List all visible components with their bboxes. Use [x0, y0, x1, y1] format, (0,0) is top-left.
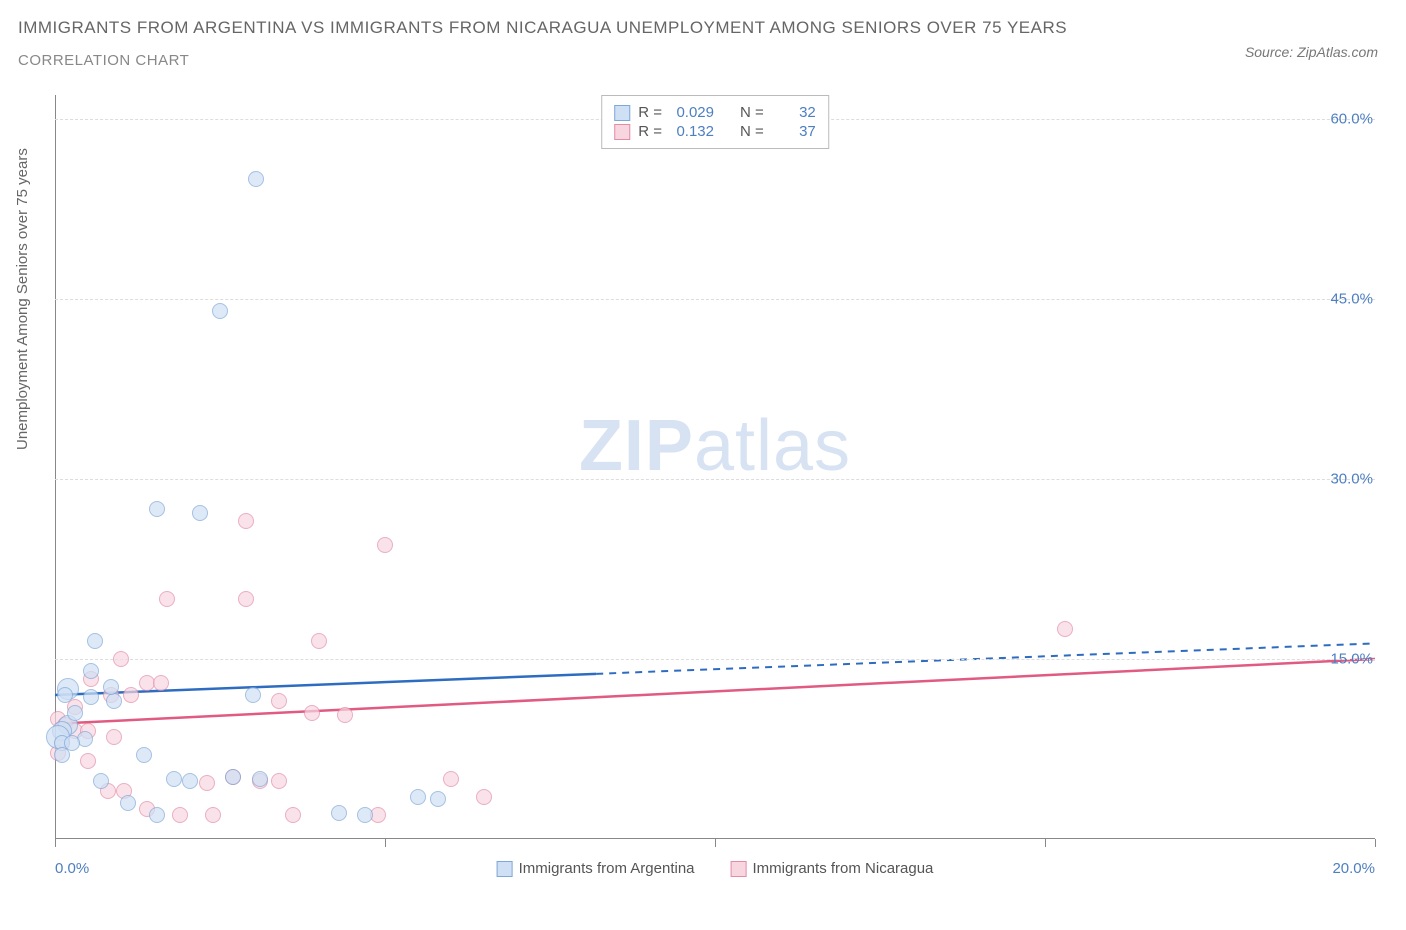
- source-label: Source: ZipAtlas.com: [1245, 44, 1378, 60]
- scatter-point-argentina: [106, 693, 122, 709]
- scatter-point-nicaragua: [153, 675, 169, 691]
- x-tick: [55, 839, 56, 847]
- chart-area: ZIPatlas 15.0%30.0%45.0%60.0%0.0%20.0% R…: [55, 95, 1375, 875]
- scatter-point-nicaragua: [172, 807, 188, 823]
- scatter-point-argentina: [93, 773, 109, 789]
- y-axis-label: Unemployment Among Seniors over 75 years: [14, 148, 31, 450]
- gridline: [55, 299, 1375, 300]
- x-tick: [1375, 839, 1376, 847]
- scatter-point-argentina: [357, 807, 373, 823]
- r-label: R =: [638, 104, 662, 121]
- swatch-argentina: [614, 105, 630, 121]
- scatter-point-nicaragua: [238, 591, 254, 607]
- n-label: N =: [740, 123, 764, 140]
- scatter-point-argentina: [64, 735, 80, 751]
- x-tick: [715, 839, 716, 847]
- scatter-point-argentina: [166, 771, 182, 787]
- scatter-point-argentina: [67, 705, 83, 721]
- scatter-point-nicaragua: [271, 693, 287, 709]
- n-value-nicaragua: 37: [772, 123, 816, 140]
- y-tick-label: 45.0%: [1330, 291, 1377, 308]
- legend-label-argentina: Immigrants from Argentina: [519, 860, 695, 877]
- y-tick-label: 60.0%: [1330, 111, 1377, 128]
- legend-item-argentina: Immigrants from Argentina: [497, 860, 695, 877]
- scatter-point-nicaragua: [311, 633, 327, 649]
- series-legend: Immigrants from Argentina Immigrants fro…: [497, 860, 934, 877]
- page-title: IMMIGRANTS FROM ARGENTINA VS IMMIGRANTS …: [18, 18, 1067, 38]
- scatter-point-nicaragua: [304, 705, 320, 721]
- page-subtitle: CORRELATION CHART: [18, 52, 1067, 69]
- swatch-nicaragua: [731, 861, 747, 877]
- scatter-point-argentina: [149, 501, 165, 517]
- r-label: R =: [638, 123, 662, 140]
- scatter-point-argentina: [252, 771, 268, 787]
- scatter-point-nicaragua: [199, 775, 215, 791]
- scatter-point-nicaragua: [1057, 621, 1073, 637]
- scatter-point-nicaragua: [337, 707, 353, 723]
- scatter-point-argentina: [57, 687, 73, 703]
- y-tick-label: 15.0%: [1330, 651, 1377, 668]
- scatter-point-nicaragua: [123, 687, 139, 703]
- r-value-argentina: 0.029: [670, 104, 714, 121]
- x-tick: [385, 839, 386, 847]
- scatter-point-nicaragua: [377, 537, 393, 553]
- legend-label-nicaragua: Immigrants from Nicaragua: [753, 860, 934, 877]
- plot-region: 15.0% 30.0% 45.0% 60.0% 0.0% 20.0%: [55, 95, 1375, 875]
- scatter-point-nicaragua: [443, 771, 459, 787]
- n-label: N =: [740, 104, 764, 121]
- r-value-nicaragua: 0.132: [670, 123, 714, 140]
- legend-row-nicaragua: R = 0.132 N = 37: [614, 123, 816, 140]
- legend-item-nicaragua: Immigrants from Nicaragua: [731, 860, 934, 877]
- scatter-point-nicaragua: [238, 513, 254, 529]
- gridline: [55, 479, 1375, 480]
- scatter-point-nicaragua: [476, 789, 492, 805]
- swatch-argentina: [497, 861, 513, 877]
- scatter-point-argentina: [87, 633, 103, 649]
- scatter-point-argentina: [225, 769, 241, 785]
- trend-lines: [55, 95, 1375, 839]
- scatter-point-argentina: [136, 747, 152, 763]
- scatter-point-argentina: [430, 791, 446, 807]
- scatter-point-nicaragua: [80, 753, 96, 769]
- scatter-point-argentina: [245, 687, 261, 703]
- correlation-legend: R = 0.029 N = 32 R = 0.132 N = 37: [601, 95, 829, 149]
- y-tick-label: 30.0%: [1330, 471, 1377, 488]
- legend-row-argentina: R = 0.029 N = 32: [614, 104, 816, 121]
- swatch-nicaragua: [614, 124, 630, 140]
- scatter-point-argentina: [331, 805, 347, 821]
- scatter-point-nicaragua: [205, 807, 221, 823]
- scatter-point-nicaragua: [271, 773, 287, 789]
- scatter-point-nicaragua: [106, 729, 122, 745]
- scatter-point-argentina: [192, 505, 208, 521]
- scatter-point-nicaragua: [113, 651, 129, 667]
- x-tick: [1045, 839, 1046, 847]
- scatter-point-argentina: [212, 303, 228, 319]
- scatter-point-argentina: [120, 795, 136, 811]
- gridline: [55, 659, 1375, 660]
- scatter-point-argentina: [410, 789, 426, 805]
- scatter-point-argentina: [248, 171, 264, 187]
- n-value-argentina: 32: [772, 104, 816, 121]
- x-tick-label: 20.0%: [1332, 860, 1375, 877]
- scatter-point-argentina: [83, 663, 99, 679]
- scatter-point-argentina: [149, 807, 165, 823]
- scatter-point-argentina: [182, 773, 198, 789]
- scatter-point-nicaragua: [159, 591, 175, 607]
- x-tick-label: 0.0%: [55, 860, 89, 877]
- scatter-point-argentina: [83, 689, 99, 705]
- scatter-point-nicaragua: [285, 807, 301, 823]
- scatter-point-argentina: [103, 679, 119, 695]
